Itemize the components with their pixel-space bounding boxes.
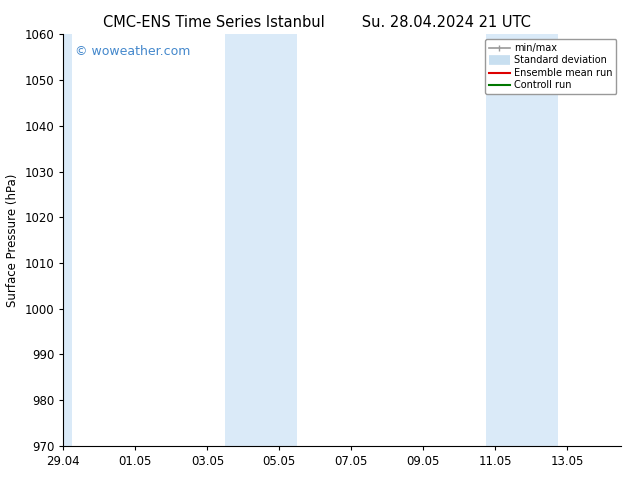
Bar <box>225 34 297 446</box>
Text: CMC-ENS Time Series Istanbul        Su. 28.04.2024 21 UTC: CMC-ENS Time Series Istanbul Su. 28.04.2… <box>103 15 531 30</box>
Text: © woweather.com: © woweather.com <box>75 45 190 58</box>
Bar <box>486 34 559 446</box>
Bar <box>63 34 72 446</box>
Y-axis label: Surface Pressure (hPa): Surface Pressure (hPa) <box>6 173 19 307</box>
Legend: min/max, Standard deviation, Ensemble mean run, Controll run: min/max, Standard deviation, Ensemble me… <box>485 39 616 94</box>
